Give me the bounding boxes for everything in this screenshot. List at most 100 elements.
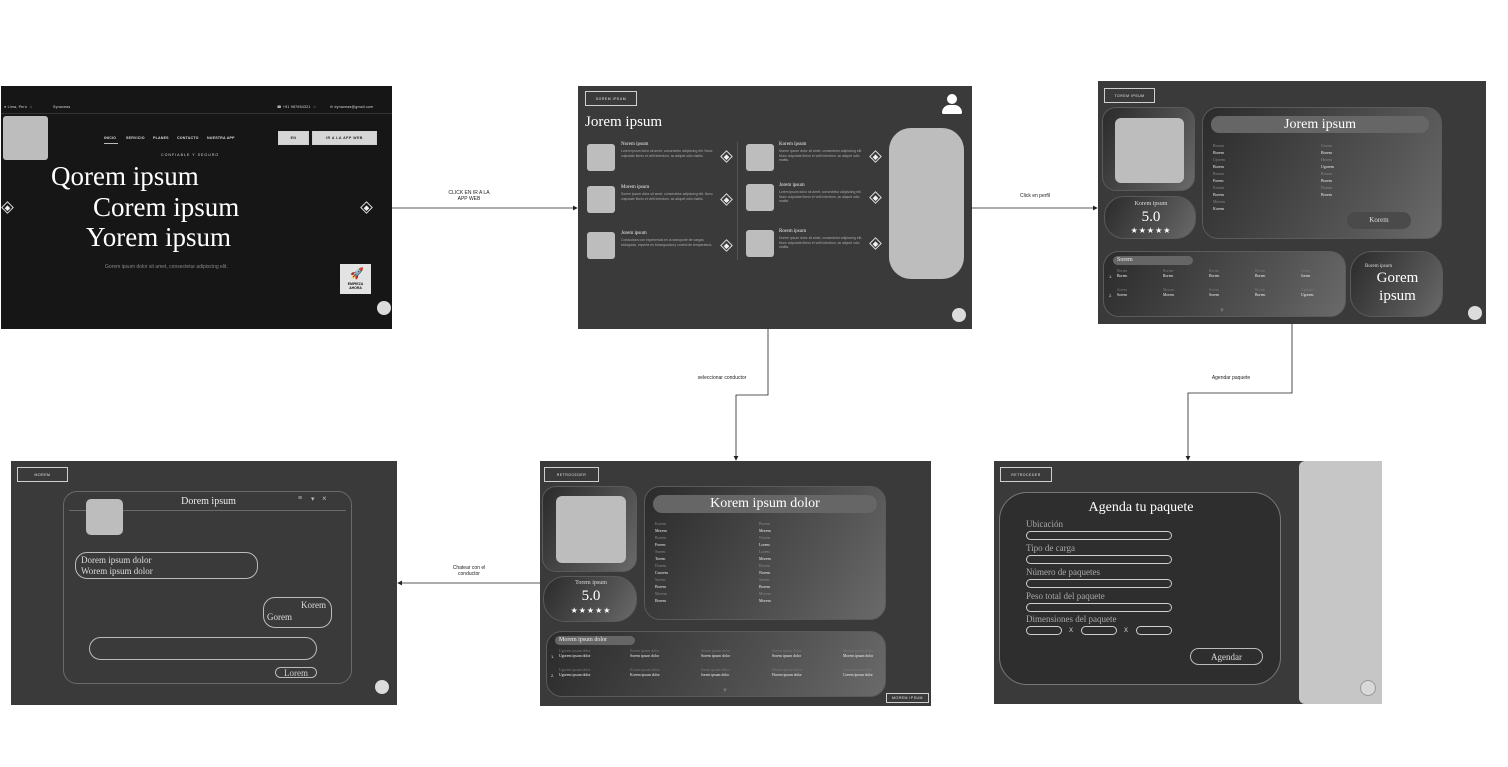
- chat-window: Dorem ipsum ≡ ▾ × Dorem ipsum dolor Wore…: [63, 491, 352, 684]
- carousel-next-icon[interactable]: [360, 201, 373, 214]
- driver-photo: [1115, 118, 1184, 183]
- back-button[interactable]: RETROCEDER: [1000, 467, 1052, 482]
- info-field: Norem: [759, 535, 771, 540]
- info-field: Rorem: [1321, 171, 1332, 176]
- driver-card[interactable]: Jorem ipsum Conductora con experiencia e…: [587, 231, 733, 261]
- driver-card[interactable]: Korem ipsum Norem ipsum dolor sit amet, …: [746, 142, 886, 172]
- nav-item-planes[interactable]: PLANES: [153, 136, 169, 140]
- history-table-panel: Morem ipsum dolor 1. Ugorem ipsum dolor Ug…: [546, 631, 886, 697]
- expand-down-icon[interactable]: ▼: [1219, 308, 1225, 314]
- table-cell: Sorem ipsum dolor Sorem ipsum dolor: [701, 649, 730, 659]
- table-cell-value: Horem ipsum dolor: [772, 673, 802, 677]
- nav-underline: [104, 143, 118, 144]
- info-field: Rorem: [1213, 171, 1224, 176]
- nav-item-app[interactable]: NUESTRA APP: [207, 136, 235, 140]
- table-cell: Sorem ipsum dolor Sorem ipsum dolor: [772, 649, 801, 659]
- package-count-input[interactable]: [1026, 579, 1172, 588]
- nav-item-contacto[interactable]: CONTACTO: [177, 136, 199, 140]
- driver-card[interactable]: Morem ipsum Sorem ipsum dolor sit amet, …: [587, 185, 733, 215]
- connector-3: [733, 329, 769, 461]
- cargo-type-input[interactable]: [1026, 555, 1172, 564]
- table-cell: Ugorem ipsum dolor Ugorem ipsum dolor: [559, 668, 591, 678]
- morem-ipsum-button[interactable]: MOREM IPSUM: [886, 693, 929, 703]
- menu-icon[interactable]: ≡: [298, 495, 303, 502]
- back-button[interactable]: RETROCEDER: [544, 467, 599, 482]
- language-button[interactable]: EN: [278, 131, 309, 145]
- connector-label-4: Agendar paquete: [1211, 375, 1251, 381]
- carousel-prev-icon[interactable]: [1, 201, 14, 214]
- select-driver-icon[interactable]: [720, 239, 733, 252]
- table-cell-value: Gorem ipsum dolor: [843, 673, 873, 677]
- chat-bubble-icon[interactable]: [1468, 306, 1482, 320]
- rating-panel: Torem ipsum 5.0 ★★★★★: [543, 576, 637, 622]
- send-button[interactable]: Lorem: [275, 667, 317, 678]
- chat-bubble-icon[interactable]: [375, 680, 389, 694]
- info-field: Borem: [1213, 192, 1224, 197]
- info-field: Dorem: [1321, 185, 1333, 190]
- info-column-2: Borem Morem Norem Lorem Lorem Morem Borem Norem…: [759, 520, 771, 604]
- korem-button[interactable]: Korem: [1347, 212, 1411, 229]
- photo-panel: [1102, 107, 1195, 191]
- chat-bubble-icon[interactable]: [377, 301, 391, 315]
- driver-card[interactable]: Rorem ipsum Dorem ipsum dolor sit amet, …: [746, 229, 886, 259]
- table-cell-value: Sorem: [1117, 293, 1127, 297]
- screen-driver-list: SOREM IPSUM Jorem ipsum Norem ipsum Lore…: [578, 86, 972, 329]
- table-cell-value: Sorem: [1209, 293, 1219, 297]
- table-cell-value: Jorem: [1301, 274, 1311, 278]
- chat-bubble-icon[interactable]: [952, 308, 966, 322]
- info-field: Morem: [1213, 199, 1225, 204]
- chevron-down-icon[interactable]: ▾: [311, 496, 315, 503]
- received-message: Dorem ipsum dolor Worem ipsum dolor: [75, 552, 258, 579]
- screen-driver-profile: TOREM IPSUM Korem ipsum 5.0 ★★★★★ Jorem …: [1098, 81, 1486, 324]
- driver-desc: Lorem ipsum dolor sit amet, consectetur …: [621, 149, 713, 158]
- info-field: Rorem: [1213, 143, 1224, 148]
- dimension-height-input[interactable]: [1136, 626, 1172, 635]
- table-cell: Borem Borem: [1255, 288, 1265, 298]
- table-cell: Borem Borem: [1117, 269, 1127, 279]
- start-now-button[interactable]: 🚀 EMPIEZA AHORA: [340, 264, 371, 294]
- table-cell-label: Ugorem ipsum dolor: [559, 649, 591, 653]
- driver-card[interactable]: Jorem ipsum Lorem ipsum dolor sit amet, …: [746, 183, 886, 213]
- info-field: Sorem: [759, 577, 770, 582]
- select-driver-icon[interactable]: [869, 150, 882, 163]
- info-field: Forem: [655, 542, 666, 547]
- chat-bubble-icon[interactable]: [1360, 680, 1376, 696]
- logo-placeholder: [3, 116, 48, 160]
- info-field: Borem: [1213, 164, 1224, 169]
- detail-title: Korem ipsum dolor: [653, 495, 877, 513]
- table-cell-value: Jorem ipsum dolor: [701, 673, 730, 677]
- select-driver-icon[interactable]: [720, 150, 733, 163]
- morem-button[interactable]: MOREM: [17, 467, 68, 482]
- screen-driver-detail: RETROCEDER Torem ipsum 5.0 ★★★★★ Korem i…: [540, 461, 931, 706]
- torem-button[interactable]: TOREM IPSUM: [1104, 88, 1155, 103]
- driver-card[interactable]: Norem ipsum Lorem ipsum dolor sit amet, …: [587, 142, 733, 172]
- table-cell: Morem ipsum dolor Morem ipsum dolor: [843, 649, 873, 659]
- table-cell-label: Jorem ipsum dolor: [701, 668, 730, 672]
- dimension-width-input[interactable]: [1081, 626, 1117, 635]
- select-driver-icon[interactable]: [720, 193, 733, 206]
- schedule-button[interactable]: Agendar: [1190, 648, 1263, 665]
- email-text[interactable]: ✉ dynaveas@gmail.com: [330, 105, 374, 109]
- message-input[interactable]: [89, 637, 317, 660]
- rating-label: Torem ipsum: [575, 580, 607, 586]
- table-cell: Jorem ipsum dolor Jorem ipsum dolor: [701, 668, 729, 678]
- info-field: Borem: [759, 584, 770, 589]
- connector-4: [1185, 324, 1293, 461]
- nav-item-inicio[interactable]: INICIO: [104, 136, 117, 140]
- select-driver-icon[interactable]: [869, 237, 882, 250]
- expand-down-icon[interactable]: ▼: [722, 688, 728, 694]
- info-field: Borem: [655, 584, 666, 589]
- app-web-button[interactable]: IR A LA APP WEB: [312, 131, 377, 145]
- nav-item-servicio[interactable]: SERVICIO: [126, 136, 145, 140]
- map-placeholder: [889, 128, 964, 279]
- table-cell-value: Ugorem ipsum dolor: [559, 673, 591, 677]
- location-input[interactable]: [1026, 531, 1172, 540]
- location-label: Ubicación: [1026, 519, 1063, 529]
- dimension-length-input[interactable]: [1026, 626, 1062, 635]
- weight-input[interactable]: [1026, 603, 1172, 612]
- sorem-button[interactable]: SOREM IPSUM: [585, 91, 637, 106]
- user-profile-icon[interactable]: [942, 94, 962, 116]
- close-icon[interactable]: ×: [322, 494, 327, 503]
- table-cell-value: Borem: [1255, 274, 1266, 278]
- select-driver-icon[interactable]: [869, 191, 882, 204]
